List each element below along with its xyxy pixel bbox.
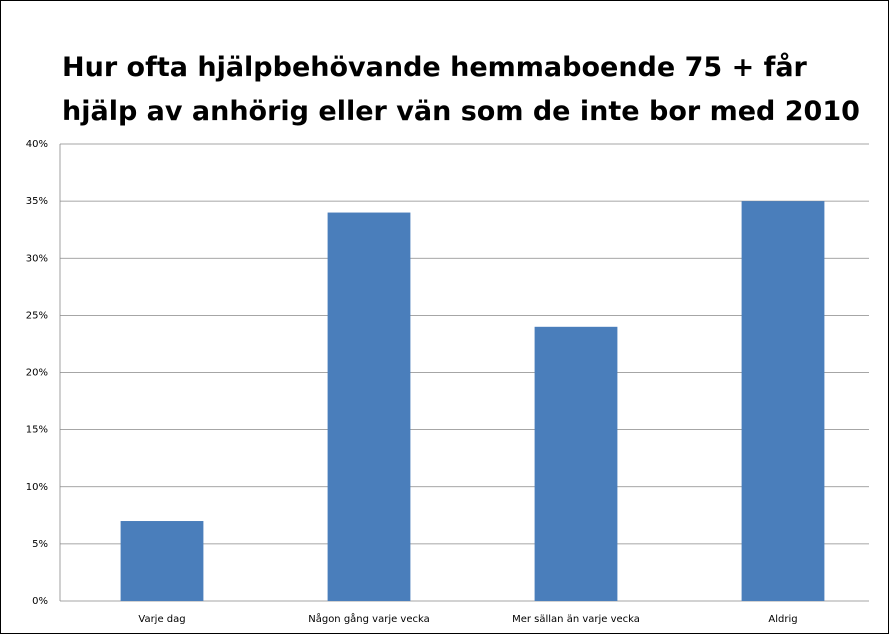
chart-title: Hur ofta hjälpbehövande hemmaboende 75 +…: [62, 52, 860, 127]
y-tick-label: 35%: [26, 196, 48, 207]
y-tick-label: 30%: [26, 253, 48, 264]
y-tick-label: 10%: [26, 482, 48, 493]
y-tick-label: 25%: [26, 310, 48, 321]
bar: [741, 201, 825, 601]
bar: [120, 521, 204, 601]
x-tick-label: Aldrig: [768, 614, 797, 625]
y-tick-label: 0%: [32, 596, 48, 607]
x-tick-label: Varje dag: [138, 614, 185, 625]
bar: [327, 212, 411, 602]
x-tick-label: Mer sällan än varje vecka: [512, 614, 640, 625]
y-tick-label: 15%: [26, 425, 48, 436]
x-tick-label: Någon gång varje vecka: [308, 612, 430, 625]
y-tick-label: 5%: [32, 539, 48, 550]
y-tick-label: 40%: [26, 139, 48, 150]
y-tick-label: 20%: [26, 368, 48, 379]
bar: [534, 326, 618, 601]
